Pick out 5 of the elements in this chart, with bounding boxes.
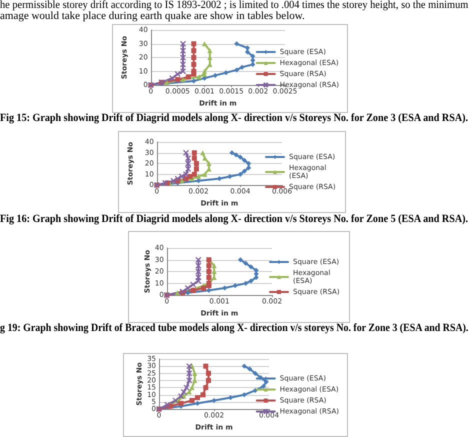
caption: Fig 15: Graph showing Drift of Diagrid models along X- direction v/s Storeys No. for Zone 3 (ESA and RSA). [0,112,468,124]
text: amage would take place during earth quake are show in tables below. [0,10,305,22]
text: he permissible storey drift according to IS 1893-2002 ; is limited to .004 times the storey height, so the minimum [0,0,468,11]
caption: Fig 16: Graph showing Drift of Diagrid models along X- direction v/s Storeys No. for Zone 5 (ESA and RSA). [0,213,468,225]
text: g 19: Graph showing Drift of Braced tube models along X- direction v/s storeys No. for Zone 3 (ESA and RSA). [0,322,468,334]
